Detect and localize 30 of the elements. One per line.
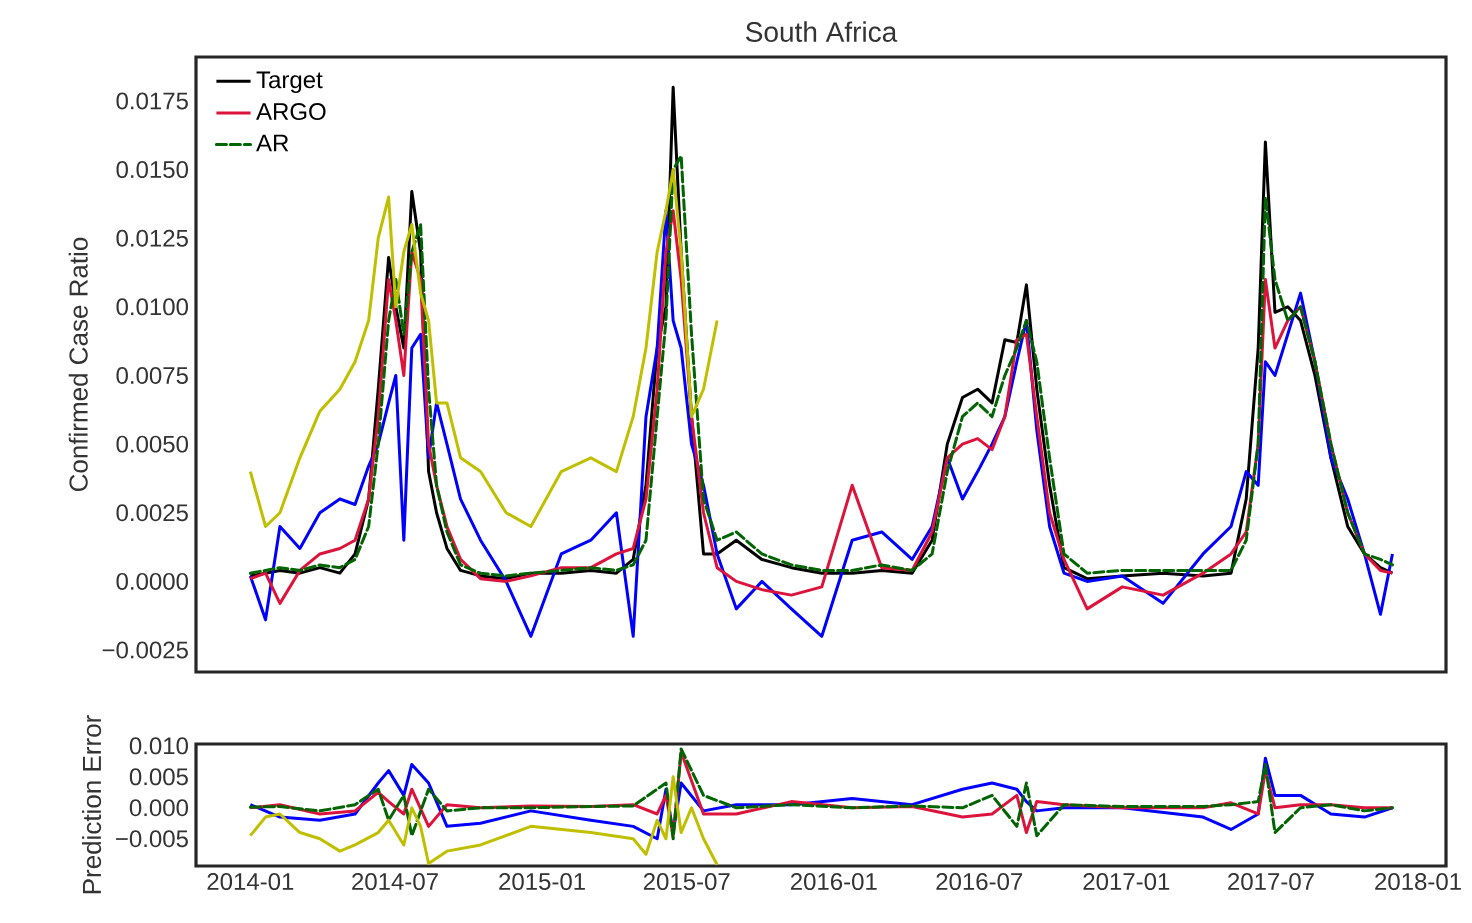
y-tick-label: 0.005 [129,768,188,786]
y-axis-title: Prediction Error [82,715,102,894]
x-tick-label: 2014-01 [207,873,294,891]
y-tick-label: 0.0000 [116,572,188,590]
y-tick-label: 0.0125 [116,229,188,247]
y-tick-label: −0.0025 [102,641,188,659]
chart-title: South Africa [746,21,898,42]
x-tick-label: 2017-07 [1228,873,1314,891]
x-tick-label: 2017-01 [1083,873,1170,891]
x-tick-label: 2016-01 [790,873,877,891]
line-series [248,168,719,528]
legend-label: AR [256,134,289,152]
x-tick-label: 2015-01 [499,873,585,891]
y-tick-label: 0.000 [129,799,189,817]
x-tick-label: 2018-01 [1375,873,1461,891]
y-tick-label: 0.0150 [116,161,188,179]
y-tick-label: 0.0050 [116,435,188,453]
y-tick-label: 0.0100 [116,298,188,316]
x-tick-label: 2016-07 [936,873,1023,891]
line-series [248,775,719,866]
y-tick-label: 0.0025 [116,504,188,522]
legend-label: Target [256,71,323,94]
x-tick-label: 2014-07 [352,873,438,891]
legend-label: ARGO [256,103,326,121]
x-tick-label: 2015-07 [643,873,730,891]
y-tick-label: 0.0175 [116,92,188,110]
y-axis-title: Confirmed Case Ratio [68,237,88,492]
y-tick-label: −0.005 [116,830,188,848]
y-tick-label: 0.0075 [116,367,188,384]
y-tick-label: 0.010 [129,737,189,755]
